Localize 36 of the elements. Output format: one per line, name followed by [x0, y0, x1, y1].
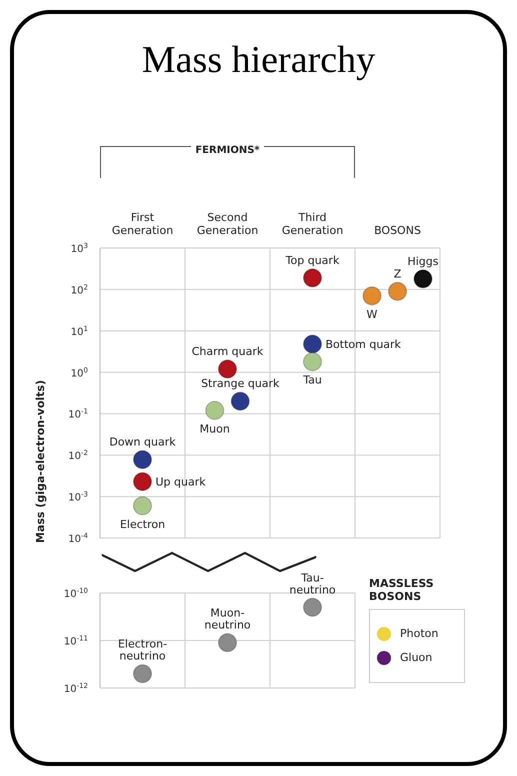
y-tick-label: 10$^{1}$: [70, 324, 88, 338]
x-tick-label: BOSONS: [374, 224, 421, 237]
legend-title: MASSLESS BOSONS: [369, 576, 435, 602]
y-tick-label: 10$^{-4}$: [68, 532, 89, 545]
series-label: Down quark: [109, 436, 176, 449]
legend-label: Gluon: [400, 651, 432, 664]
series-label: Electron-neutrino: [118, 638, 168, 663]
series-label: Muon: [200, 422, 230, 436]
chart-title: Mass hierarchy: [140, 38, 376, 82]
series-label: Electron: [120, 518, 166, 531]
series-label: W: [366, 308, 378, 321]
legend-label: Photon: [400, 627, 438, 640]
x-tick-label: Second Generation: [196, 211, 258, 237]
series-label: Higgs: [407, 254, 439, 268]
y-tick-label: 10$^{3}$: [70, 242, 88, 255]
y-tick-label: 10$^{-3}$: [68, 490, 88, 504]
y-tick-label: 10$^{-2}$: [68, 449, 88, 462]
y-axis-title: Mass (giga-electron-volts): [34, 380, 47, 543]
y-tick-label: 10$^{-11}$: [64, 634, 88, 648]
series-label: Strange quark: [201, 377, 280, 390]
series-label: Bottom quark: [326, 338, 402, 352]
series-label: Tau: [302, 374, 322, 387]
y-tick-label: 10$^{0}$: [70, 366, 88, 380]
y-tick-label: 10$^{-1}$: [68, 408, 88, 421]
series-label: Charm quark: [192, 345, 264, 358]
series-label: Up quark: [156, 476, 206, 489]
x-tick-label: Third Generation: [282, 211, 344, 237]
series-label: Z: [394, 267, 402, 280]
y-tick-label: 10$^{-12}$: [64, 682, 88, 695]
series-label: Tau-neutrino: [289, 571, 336, 596]
series-label: Muon-neutrino: [204, 606, 251, 632]
header-bracket: FERMIONS*: [100, 138, 355, 178]
x-tick-label: First Generation: [112, 211, 174, 237]
y-tick-label: 10$^{-10}$: [64, 587, 88, 600]
series-label: Top quark: [284, 254, 340, 267]
y-tick-label: 10$^{2}$: [70, 283, 88, 296]
